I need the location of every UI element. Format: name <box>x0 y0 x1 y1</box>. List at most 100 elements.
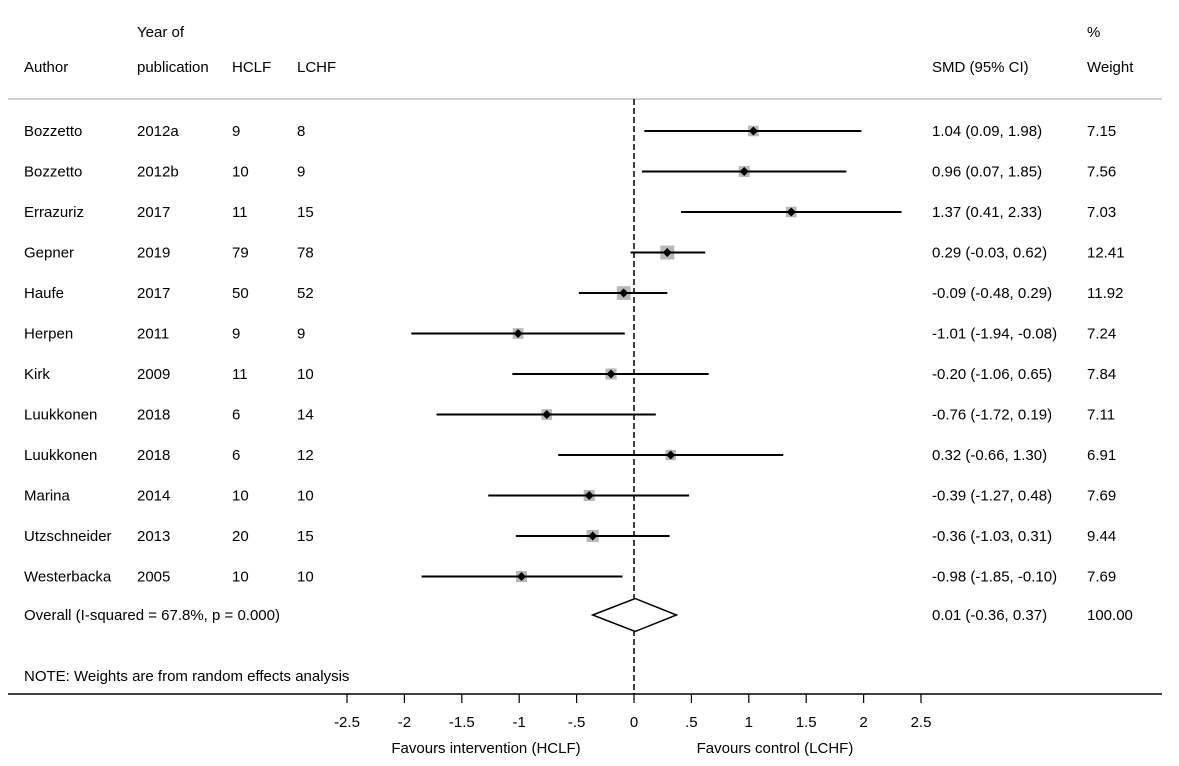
study-lchf-n: 9 <box>297 164 305 181</box>
study-year: 2012b <box>137 164 179 181</box>
study-author: Luukkonen <box>24 407 97 424</box>
study-weight: 7.84 <box>1087 366 1116 383</box>
x-tick-label: -1.5 <box>449 714 475 731</box>
study-smd-ci: -0.09 (-0.48, 0.29) <box>932 285 1052 302</box>
point-estimate <box>516 572 526 581</box>
study-year: 2011 <box>137 326 169 343</box>
study-author: Utzschneider <box>24 528 112 545</box>
study-author: Gepner <box>24 245 74 262</box>
study-hclf-n: 10 <box>232 164 249 181</box>
study-smd-ci: 0.32 (-0.66, 1.30) <box>932 447 1047 464</box>
study-hclf-n: 11 <box>232 204 248 221</box>
study-hclf-n: 79 <box>232 245 249 262</box>
study-author: Marina <box>24 488 71 505</box>
point-estimate <box>584 491 594 500</box>
study-lchf-n: 12 <box>297 447 314 464</box>
study-smd-ci: -0.36 (-1.03, 0.31) <box>932 528 1052 545</box>
column-headers: Author Year of publication HCLF LCHF SMD… <box>24 24 1134 76</box>
study-year: 2017 <box>137 285 170 302</box>
overall-ci-label: 0.01 (-0.36, 0.37) <box>932 607 1047 624</box>
study-smd-ci: 0.29 (-0.03, 0.62) <box>932 245 1047 262</box>
study-weight: 9.44 <box>1087 528 1116 545</box>
study-smd-ci: -1.01 (-1.94, -0.08) <box>932 326 1057 343</box>
study-hclf-n: 20 <box>232 528 249 545</box>
study-author: Westerbacka <box>24 569 112 586</box>
study-weight: 7.69 <box>1087 488 1116 505</box>
x-tick-label: 2 <box>859 714 867 731</box>
study-lchf-n: 52 <box>297 285 314 302</box>
study-lchf-n: 15 <box>297 204 314 221</box>
header-year-line2: publication <box>137 59 209 76</box>
study-weight: 7.69 <box>1087 569 1116 586</box>
x-tick-label: -2 <box>398 714 411 731</box>
study-year: 2009 <box>137 366 170 383</box>
study-year: 2013 <box>137 528 170 545</box>
study-year: 2014 <box>137 488 170 505</box>
x-label-right: Favours control (LCHF) <box>697 740 854 757</box>
study-author: Luukkonen <box>24 447 97 464</box>
point-estimate <box>588 531 598 541</box>
point-estimate <box>662 248 672 257</box>
header-smd: SMD (95% CI) <box>932 59 1029 76</box>
study-weight: 6.91 <box>1087 447 1116 464</box>
header-hclf: HCLF <box>232 59 271 76</box>
study-hclf-n: 11 <box>232 366 248 383</box>
overall-weight: 100.00 <box>1087 607 1133 624</box>
study-smd-ci: 1.37 (0.41, 2.33) <box>932 204 1042 221</box>
study-smd-ci: -0.20 (-1.06, 0.65) <box>932 366 1052 383</box>
study-lchf-n: 9 <box>297 326 305 343</box>
header-weight-line1: % <box>1087 24 1100 41</box>
header-author: Author <box>24 59 68 76</box>
study-hclf-n: 9 <box>232 123 240 140</box>
point-estimate <box>513 329 523 338</box>
study-author: Herpen <box>24 326 73 343</box>
study-hclf-n: 6 <box>232 447 240 464</box>
x-tick-label: 1 <box>745 714 753 731</box>
study-smd-ci: 1.04 (0.09, 1.98) <box>932 123 1042 140</box>
study-author: Haufe <box>24 285 64 302</box>
x-tick-label: 0 <box>630 714 638 731</box>
study-lchf-n: 10 <box>297 366 314 383</box>
x-tick-label: .5 <box>685 714 698 731</box>
study-weight: 12.41 <box>1087 245 1125 262</box>
study-year: 2005 <box>137 569 170 586</box>
study-weight: 7.15 <box>1087 123 1116 140</box>
x-tick-label: -2.5 <box>334 714 360 731</box>
study-hclf-n: 10 <box>232 569 249 586</box>
plot-marks <box>411 99 902 694</box>
point-estimate <box>542 410 552 419</box>
study-author: Bozzetto <box>24 164 82 181</box>
study-lchf-n: 15 <box>297 528 314 545</box>
study-smd-ci: -0.98 (-1.85, -0.10) <box>932 569 1057 586</box>
study-weight: 7.24 <box>1087 326 1116 343</box>
study-author: Errazuriz <box>24 204 84 221</box>
x-label-left: Favours intervention (HCLF) <box>391 740 580 757</box>
study-author: Bozzetto <box>24 123 82 140</box>
study-year: 2017 <box>137 204 170 221</box>
point-estimate <box>748 126 758 136</box>
x-tick-label: -1 <box>513 714 526 731</box>
study-weight: 7.11 <box>1087 407 1115 424</box>
study-smd-ci: -0.39 (-1.27, 0.48) <box>932 488 1052 505</box>
study-year: 2012a <box>137 123 179 140</box>
study-hclf-n: 6 <box>232 407 240 424</box>
x-axis-ticks: -2.5 -2 -1.5 -1 -.5 0 .5 1 1.5 2 2.5 <box>334 694 931 731</box>
x-tick-label: -.5 <box>568 714 586 731</box>
overall-diamond <box>590 597 679 633</box>
study-hclf-n: 50 <box>232 285 249 302</box>
point-estimate <box>739 167 749 176</box>
study-lchf-n: 78 <box>297 245 314 262</box>
x-tick-label: 1.5 <box>796 714 817 731</box>
study-author: Kirk <box>24 366 50 383</box>
x-tick-label: 2.5 <box>911 714 932 731</box>
study-hclf-n: 9 <box>232 326 240 343</box>
study-year: 2019 <box>137 245 170 262</box>
header-lchf: LCHF <box>297 59 336 76</box>
point-estimate <box>666 450 676 460</box>
point-estimate <box>619 288 629 298</box>
study-lchf-n: 8 <box>297 123 305 140</box>
study-hclf-n: 10 <box>232 488 249 505</box>
footnote: NOTE: Weights are from random effects an… <box>24 668 349 685</box>
point-estimate <box>606 369 616 379</box>
